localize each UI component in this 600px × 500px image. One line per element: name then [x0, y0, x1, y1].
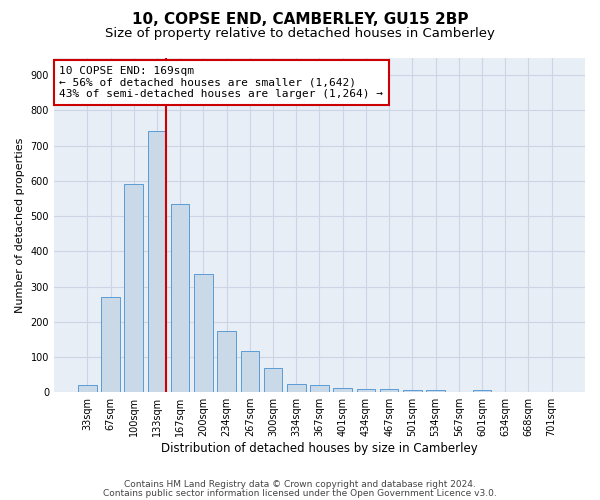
Bar	[334, 388, 352, 392]
Text: Contains public sector information licensed under the Open Government Licence v3: Contains public sector information licen…	[103, 488, 497, 498]
Text: 10 COPSE END: 169sqm
← 56% of detached houses are smaller (1,642)
43% of semi-de: 10 COPSE END: 169sqm ← 56% of detached h…	[59, 66, 383, 99]
Y-axis label: Number of detached properties: Number of detached properties	[15, 137, 25, 312]
Bar	[171, 204, 190, 392]
Bar	[356, 388, 375, 392]
Text: 10, COPSE END, CAMBERLEY, GU15 2BP: 10, COPSE END, CAMBERLEY, GU15 2BP	[132, 12, 468, 28]
Bar	[380, 390, 398, 392]
Bar	[217, 330, 236, 392]
Bar	[148, 132, 166, 392]
Bar	[426, 390, 445, 392]
Bar	[403, 390, 422, 392]
X-axis label: Distribution of detached houses by size in Camberley: Distribution of detached houses by size …	[161, 442, 478, 455]
Bar	[194, 274, 212, 392]
Bar	[264, 368, 283, 392]
Bar	[78, 385, 97, 392]
Bar	[241, 350, 259, 392]
Bar	[124, 184, 143, 392]
Text: Contains HM Land Registry data © Crown copyright and database right 2024.: Contains HM Land Registry data © Crown c…	[124, 480, 476, 489]
Text: Size of property relative to detached houses in Camberley: Size of property relative to detached ho…	[105, 28, 495, 40]
Bar	[310, 385, 329, 392]
Bar	[287, 384, 305, 392]
Bar	[473, 390, 491, 392]
Bar	[101, 297, 120, 392]
